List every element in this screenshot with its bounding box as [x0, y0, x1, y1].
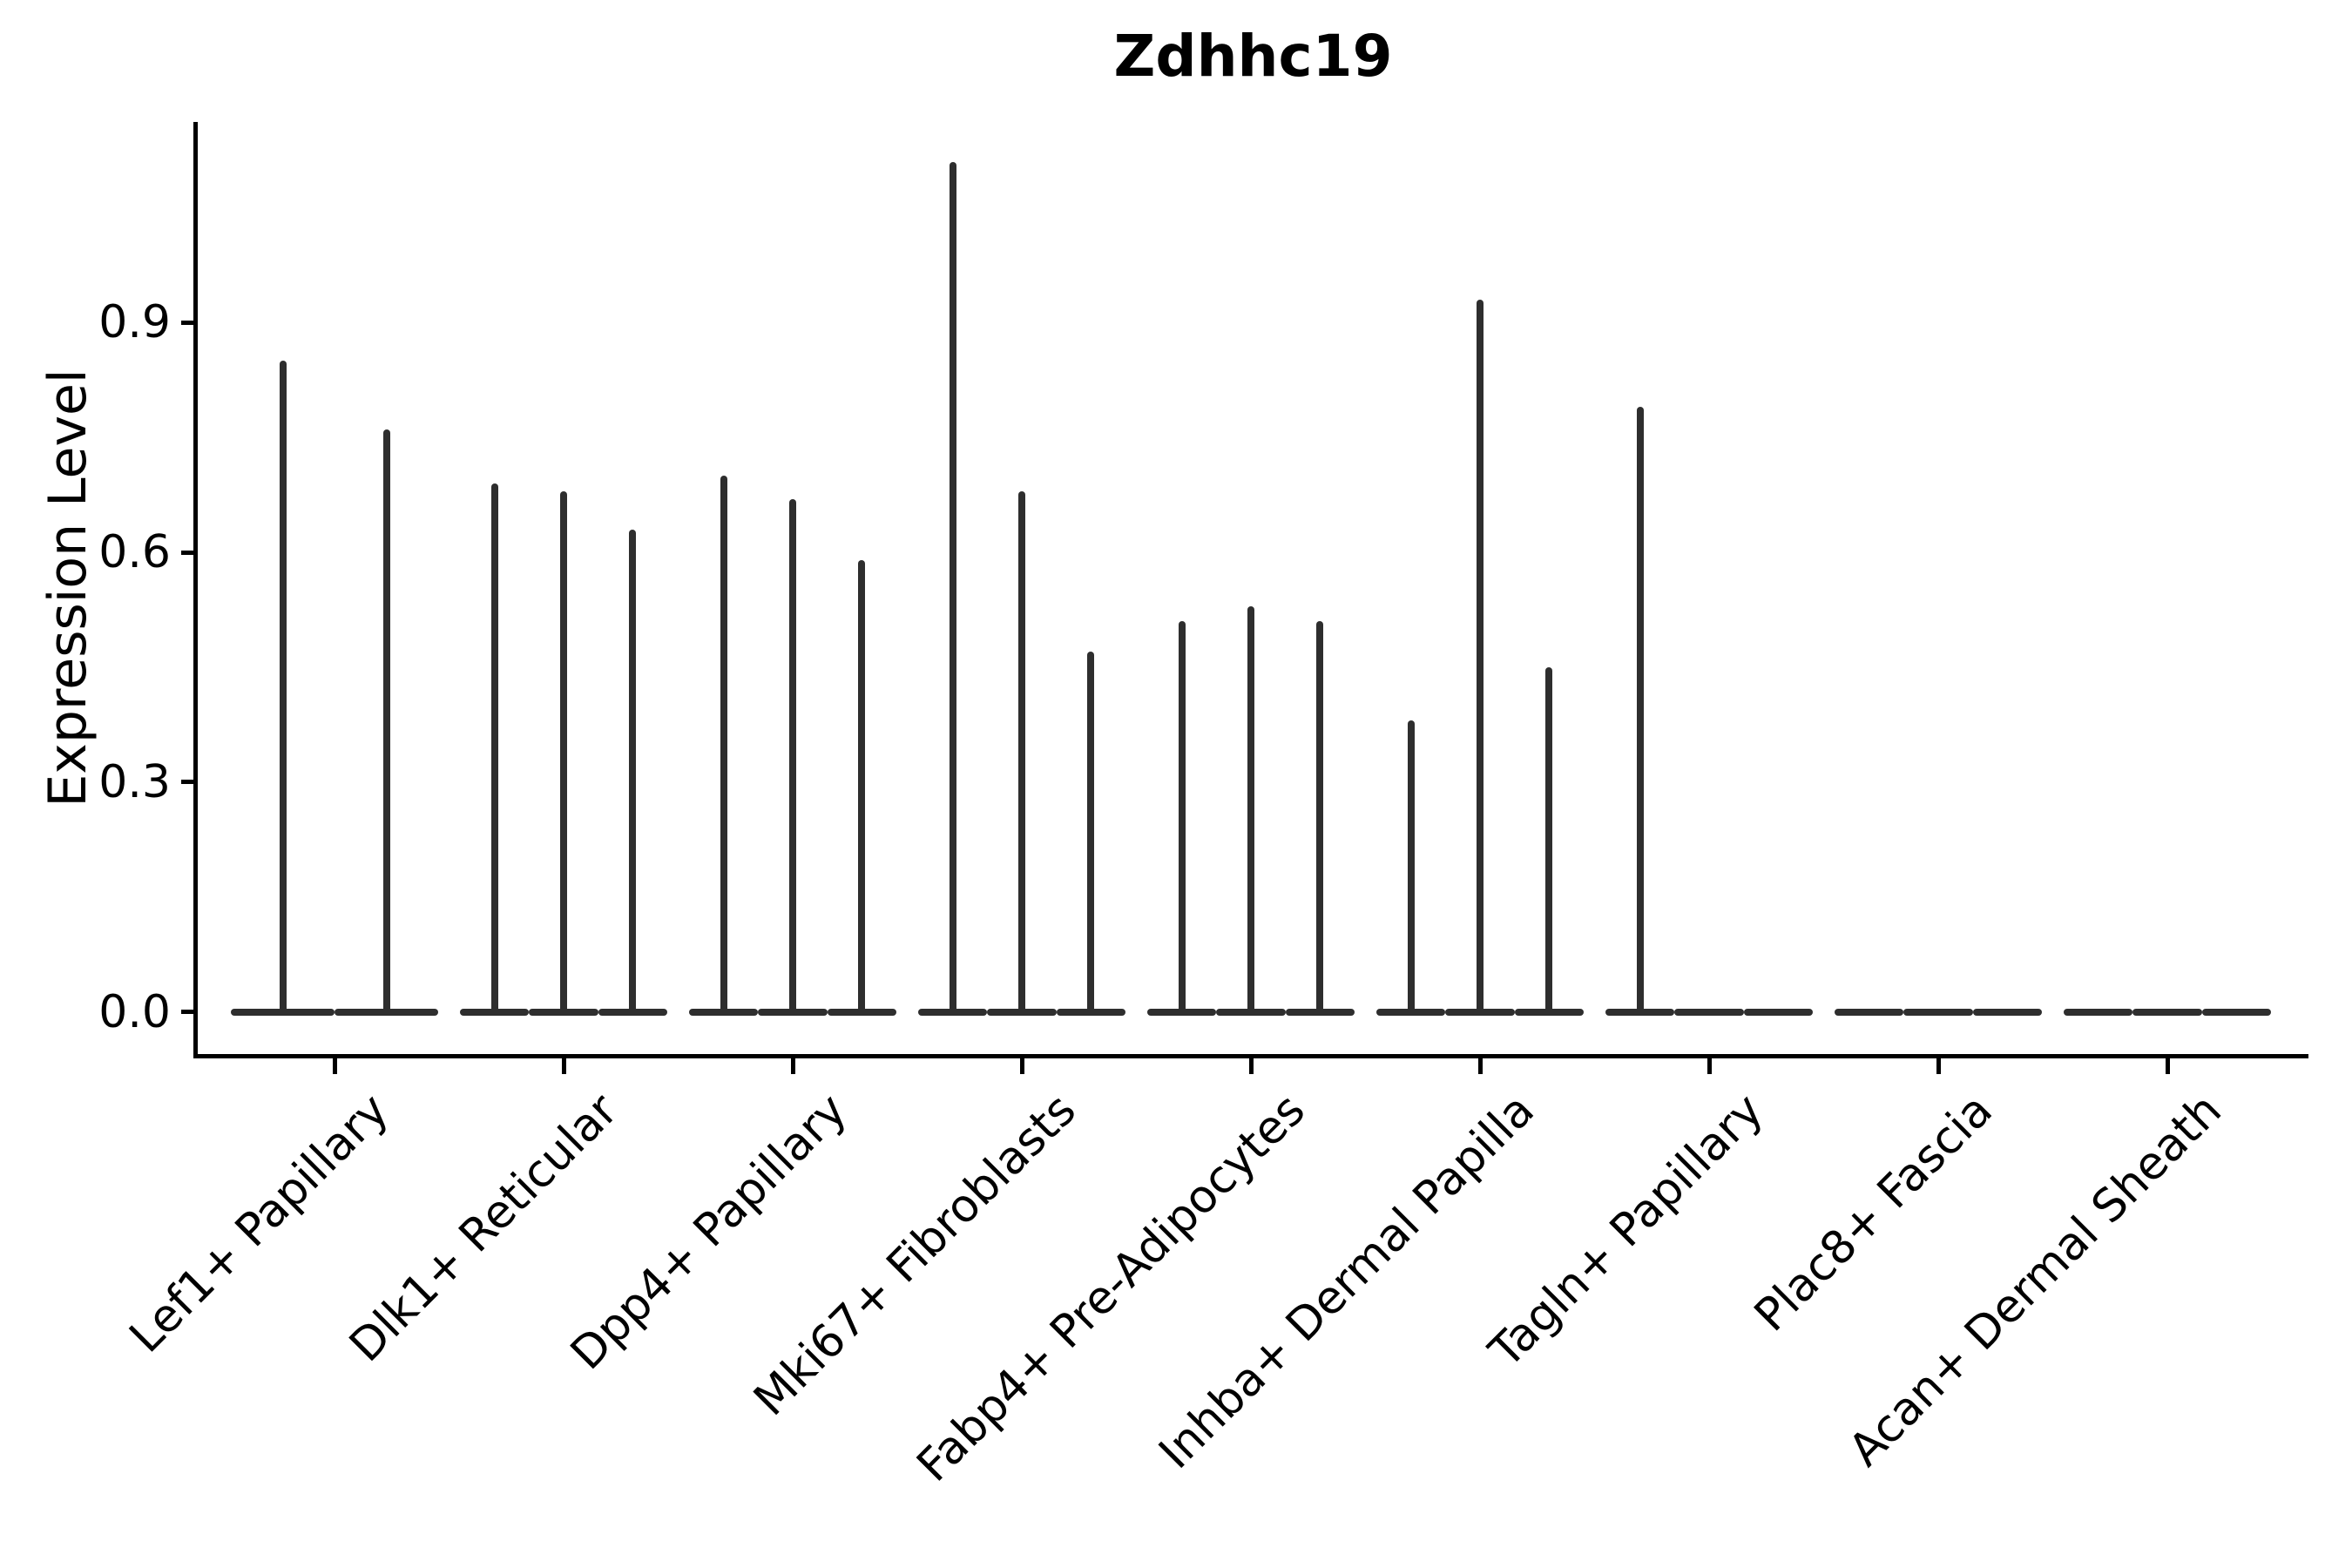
x-tick — [1707, 1058, 1712, 1074]
violin-needle — [949, 161, 956, 1014]
violin-base — [1743, 1008, 1813, 1016]
violin-needle — [720, 476, 727, 1014]
x-tick — [1248, 1058, 1254, 1074]
violin-needle — [279, 361, 287, 1014]
y-tick — [181, 550, 193, 555]
violin-needle — [789, 498, 796, 1014]
plot-title: Zdhhc19 — [1113, 23, 1393, 90]
x-tick — [1019, 1058, 1024, 1074]
violin-needle — [1316, 621, 1324, 1014]
y-tick — [181, 1010, 193, 1014]
y-tick-label: 0.0 — [98, 985, 171, 1038]
violin-needle — [1545, 666, 1553, 1014]
violin-needle — [1178, 621, 1186, 1014]
y-tick-label: 0.9 — [98, 296, 171, 349]
violin-needle — [629, 529, 637, 1014]
violin-needle — [1247, 605, 1254, 1014]
x-tick — [2165, 1058, 2170, 1074]
violin-base — [2201, 1008, 2271, 1016]
x-axis-spine — [193, 1054, 2308, 1058]
y-tick — [181, 780, 193, 785]
violin-needle — [382, 429, 390, 1014]
y-axis-spine — [193, 122, 198, 1058]
x-tick — [561, 1058, 566, 1074]
violin-base — [2132, 1008, 2202, 1016]
violin-needle — [1018, 490, 1025, 1014]
violin-needle — [1087, 652, 1095, 1014]
violin-needle — [1636, 407, 1644, 1014]
y-tick — [181, 320, 193, 325]
violin-needle — [490, 483, 498, 1014]
violin-base — [1674, 1008, 1744, 1016]
x-tick — [332, 1058, 337, 1074]
y-tick-label: 0.3 — [98, 755, 171, 808]
x-tick — [790, 1058, 795, 1074]
violin-base — [1835, 1008, 1904, 1016]
violin-needle — [1477, 300, 1484, 1014]
violin-needle — [1407, 720, 1415, 1014]
violin-base — [2064, 1008, 2133, 1016]
x-tick — [1936, 1058, 1941, 1074]
violin-base — [1972, 1008, 2042, 1016]
violin-base — [1903, 1008, 1973, 1016]
y-tick-label: 0.6 — [98, 526, 171, 579]
violin-needle — [858, 559, 866, 1014]
violin-needle — [560, 490, 567, 1014]
x-tick — [1477, 1058, 1483, 1074]
